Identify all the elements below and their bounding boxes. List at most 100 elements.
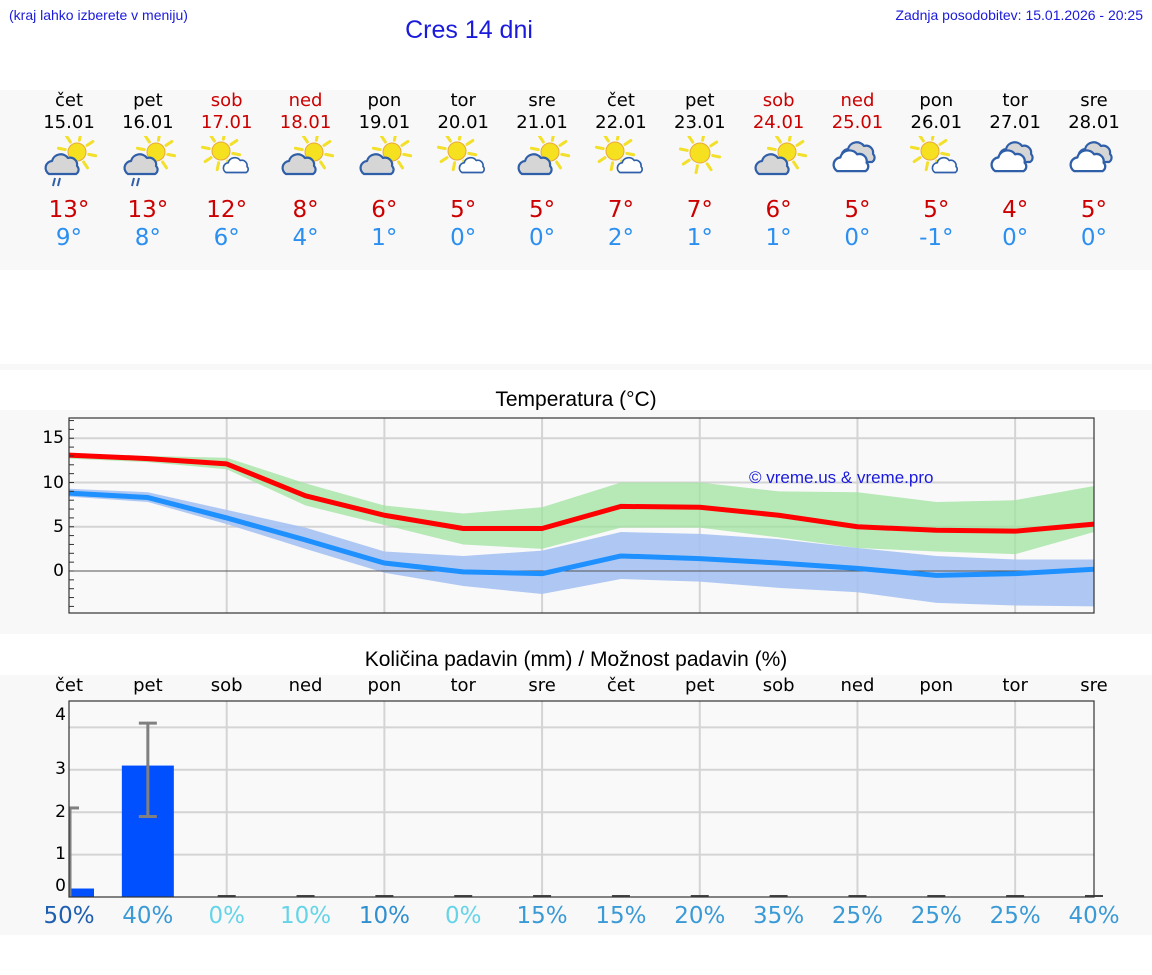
precipitation-chart	[0, 675, 1152, 935]
page-title: Cres 14 dni	[405, 16, 533, 44]
day-forecast-column: pet 16.01 13° 8°	[108, 90, 188, 252]
precip-chance-value: 15%	[595, 903, 647, 929]
day-forecast-column: tor 27.01 4° 0°	[975, 90, 1055, 252]
min-temperature: 0°	[1002, 225, 1029, 251]
min-temperature: 8°	[134, 225, 161, 251]
precip-chance-value: 25%	[831, 903, 884, 929]
temp-ytick-0: 0	[53, 561, 64, 581]
day-date: 15.01	[43, 112, 95, 133]
day-name: pon	[367, 90, 402, 111]
min-temperature: 0°	[450, 225, 477, 251]
min-temperature: 1°	[765, 225, 792, 251]
precip-day-label: sob	[762, 675, 795, 696]
clouds-icon	[1054, 134, 1134, 196]
day-forecast-column: sre 21.01 5° 0°	[502, 90, 582, 252]
max-temperature: 5°	[1080, 197, 1108, 223]
day-name: pet	[684, 90, 715, 111]
precip-day-label: ned	[840, 675, 875, 696]
precip-chance-value: 40%	[1068, 903, 1120, 929]
max-temperature: 5°	[528, 197, 556, 223]
day-date: 22.01	[595, 112, 647, 133]
min-temperature: -1°	[919, 225, 954, 251]
day-date: 21.01	[516, 112, 568, 133]
day-name: pon	[919, 90, 954, 111]
day-name: čet	[54, 90, 84, 111]
day-forecast-column: tor 20.01 5° 0°	[423, 90, 503, 252]
precipitation-chart-title: Količina padavin (mm) / Možnost padavin …	[364, 648, 788, 671]
day-forecast-column: čet 15.01 13° 9°	[29, 90, 109, 252]
min-temperature: 6°	[213, 225, 240, 251]
precip-day-label: sre	[528, 675, 556, 696]
precip-day-label: čet	[606, 675, 635, 696]
precip-ytick-0: 0	[55, 876, 66, 896]
day-name: sob	[762, 90, 795, 111]
min-temperature: 2°	[607, 225, 634, 251]
precip-chance-value: 50%	[43, 903, 95, 929]
day-name: sob	[210, 90, 243, 111]
precip-day-label: pon	[919, 675, 954, 696]
precip-day-label: tor	[450, 675, 476, 696]
precip-ytick-2: 2	[55, 802, 66, 822]
max-temperature: 13°	[48, 197, 90, 223]
precipitation-chart-plot	[68, 700, 1103, 898]
sun-behind-cloud-icon	[266, 134, 346, 196]
day-name: ned	[840, 90, 875, 111]
min-temperature: 0°	[528, 225, 556, 251]
max-temperature: 6°	[765, 197, 792, 223]
precip-day-label: tor	[1002, 675, 1028, 696]
daily-forecast-row: čet 15.01 13° 9° pet 16.01 13° 8° sob 17.01 12°…	[0, 90, 1152, 270]
day-date: 18.01	[279, 112, 332, 133]
precip-day-label: sob	[210, 675, 243, 696]
day-name: ned	[288, 90, 323, 111]
sun-behind-cloud-icon	[344, 134, 424, 196]
max-temperature: 5°	[923, 197, 950, 223]
max-temperature: 4°	[1002, 197, 1029, 223]
precip-chance-value: 0%	[208, 903, 245, 929]
sun-icon	[660, 134, 740, 196]
sun-behind-cloud-icon	[502, 134, 582, 196]
max-temperature: 6°	[371, 197, 398, 223]
day-name: tor	[1002, 90, 1028, 111]
day-date: 16.01	[122, 112, 174, 133]
temperature-chart-plot	[68, 417, 1095, 614]
day-forecast-column: sob 17.01 12° 6°	[187, 90, 267, 252]
day-forecast-column: ned 25.01 5° 0°	[817, 90, 897, 252]
precip-ytick-4: 4	[55, 705, 66, 725]
precip-day-label: sre	[1080, 675, 1108, 696]
min-temperature: 4°	[292, 225, 319, 251]
day-forecast-column: pon 26.01 5° -1°	[896, 90, 976, 252]
temperature-chart-title: Temperatura (°C)	[495, 388, 657, 411]
sun-small-cloud-icon	[896, 134, 976, 196]
cloud-sun-rain-icon	[29, 134, 109, 196]
day-date: 17.01	[200, 112, 253, 133]
min-temperature: 0°	[844, 225, 871, 251]
precip-chance-value: 15%	[516, 903, 568, 929]
location-menu-hint: (kraj lahko izberete v meniju)	[9, 7, 188, 23]
day-name: čet	[606, 90, 635, 111]
temperature-chart	[0, 410, 1152, 634]
sun-small-cloud-icon	[581, 134, 661, 196]
day-name: tor	[450, 90, 476, 111]
daily-forecast-panel	[0, 90, 1152, 270]
min-temperature: 1°	[686, 225, 713, 251]
precip-chance-value: 10%	[358, 903, 410, 929]
separator	[0, 364, 1152, 370]
precip-chance-value: 0%	[444, 903, 482, 929]
precip-ytick-1: 1	[55, 844, 66, 864]
precip-day-label: čet	[54, 675, 84, 696]
precip-chance-value: 25%	[989, 903, 1041, 929]
precip-chance-value: 10%	[279, 903, 332, 929]
min-temperature: 9°	[55, 225, 83, 251]
max-temperature: 8°	[292, 197, 319, 223]
cloud-sun-rain-icon	[108, 134, 188, 196]
precip-chance-value: 25%	[910, 903, 962, 929]
max-temperature: 7°	[686, 197, 713, 223]
precip-day-label: ned	[288, 675, 323, 696]
day-forecast-column: pet 23.01 7° 1°	[660, 90, 740, 252]
min-temperature: 0°	[1080, 225, 1108, 251]
clouds-icon	[975, 134, 1055, 196]
copyright-watermark: © vreme.us & vreme.pro	[749, 468, 934, 487]
precip-chance-value: 40%	[122, 903, 174, 929]
day-date: 27.01	[989, 112, 1041, 133]
max-temperature: 7°	[607, 197, 634, 223]
